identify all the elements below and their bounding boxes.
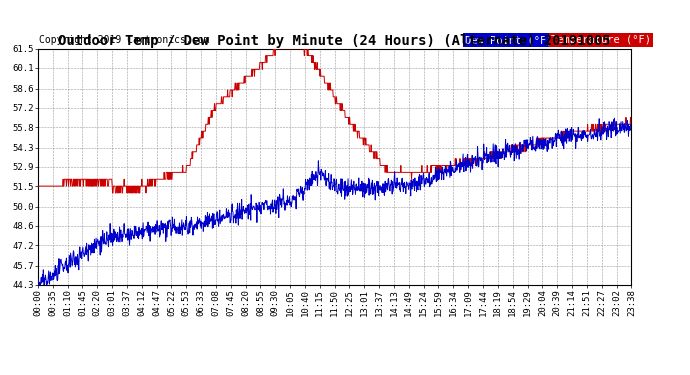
Text: Copyright 2019 Cartronics.com: Copyright 2019 Cartronics.com — [39, 35, 209, 45]
Text: Temperature (°F): Temperature (°F) — [551, 35, 651, 45]
Title: Outdoor Temp / Dew Point by Minute (24 Hours) (Alternate) 20191005: Outdoor Temp / Dew Point by Minute (24 H… — [58, 33, 611, 48]
Text: Dew Point (°F): Dew Point (°F) — [465, 35, 553, 45]
